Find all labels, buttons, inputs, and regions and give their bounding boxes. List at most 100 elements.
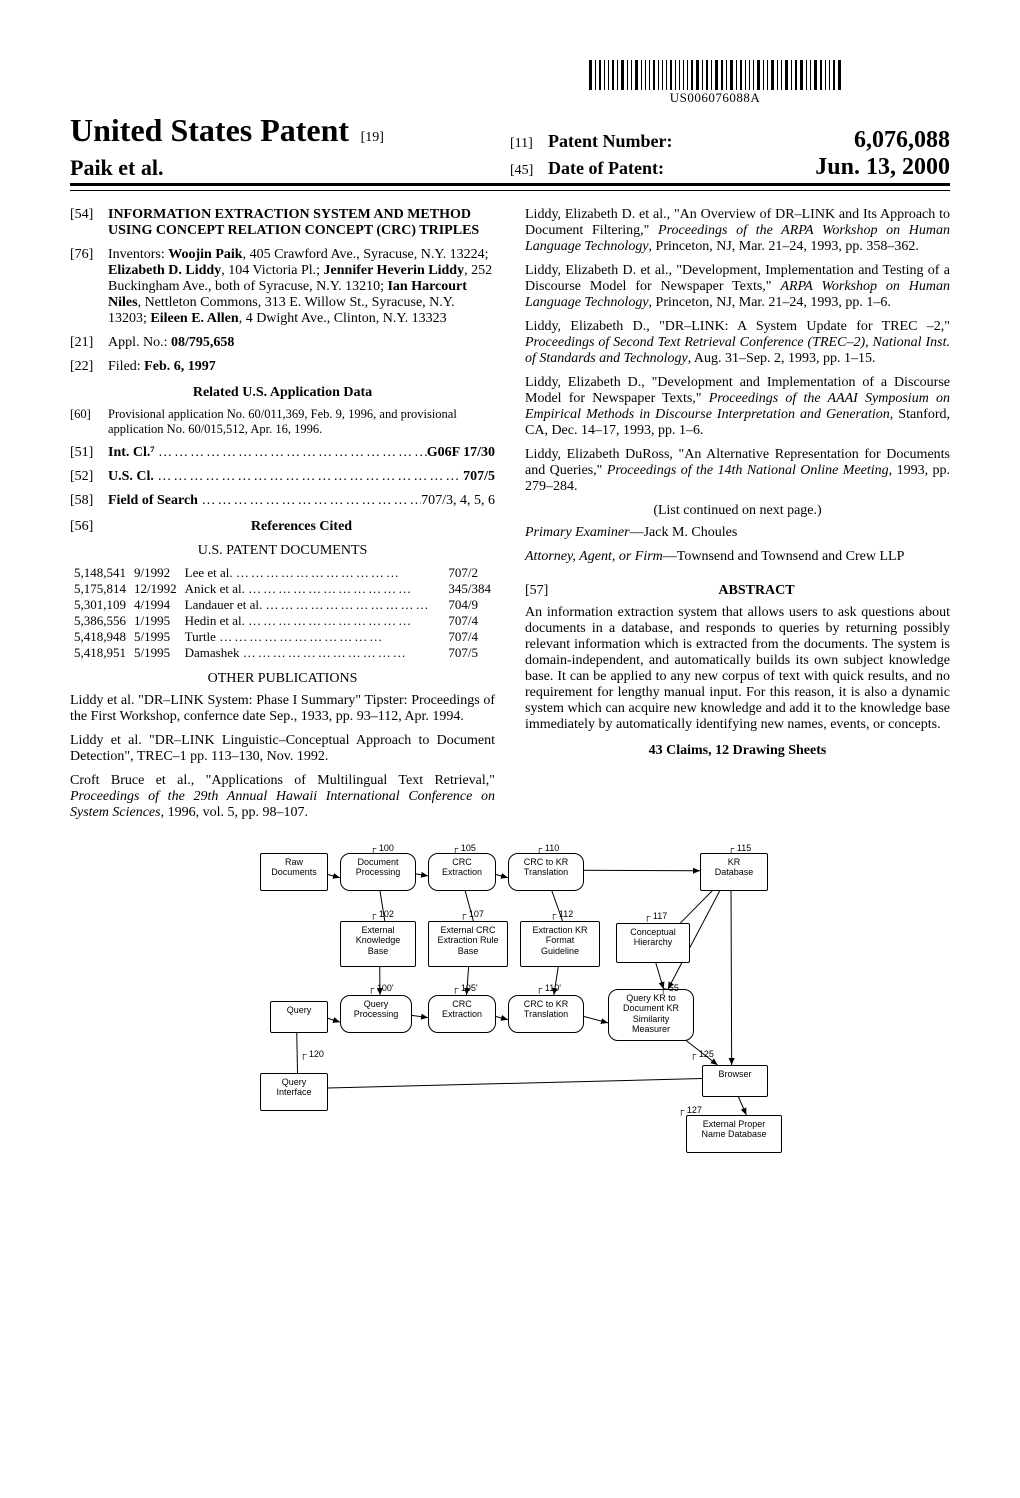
rule-thin (70, 190, 950, 191)
header-right-line: [45] Date of Patent: Jun. 13, 2000 (510, 154, 950, 181)
rule-thick (70, 183, 950, 186)
patent-class: 707/2 (444, 565, 495, 581)
claims-line: 43 Claims, 12 Drawing Sheets (525, 743, 950, 759)
ref-label: ┌ 110' (536, 983, 561, 993)
field-tag-21: [21] (70, 335, 108, 351)
examiner-label: Primary Examiner (525, 525, 630, 540)
barcode-graphic (480, 60, 950, 90)
ref-label: ┌ 110 (536, 843, 559, 853)
table-row: 5,301,109 4/1994 Landauer et al. 704/9 (70, 597, 495, 613)
ref-label: ┌ 100' (368, 983, 394, 993)
field-tag-56: [56] (70, 519, 108, 535)
barcode-block: US006076088A (480, 60, 950, 106)
left-column: [54] INFORMATION EXTRACTION SYSTEM AND M… (70, 207, 495, 829)
patent-refs-table: 5,148,541 9/1992 Lee et al. 707/25,175,8… (70, 565, 495, 661)
field-tag-60: [60] (70, 407, 108, 437)
flowchart-node: CRC to KRTranslation (508, 853, 584, 891)
other-pubs-title: OTHER PUBLICATIONS (70, 671, 495, 687)
ref-label: ┌ 112 (550, 909, 573, 919)
publication-entry: Liddy et al. "DR–LINK Linguistic–Concept… (70, 733, 495, 765)
ref-label: ┌ 117 (644, 911, 667, 921)
patent-date: 4/1994 (130, 597, 181, 613)
patent-class: 345/384 (444, 581, 495, 597)
appl-label: Appl. No.: (108, 335, 168, 350)
patent-date: 1/1995 (130, 613, 181, 629)
flowchart-node: KRDatabase (700, 853, 768, 891)
flowchart-node: CRCExtraction (428, 853, 496, 891)
flowchart-node: Browser (702, 1065, 768, 1097)
abstract-text: An information extraction system that al… (525, 605, 950, 733)
publication-entry: Liddy, Elizabeth D. et al., "Development… (525, 263, 950, 311)
field-tag-76: [76] (70, 247, 108, 327)
table-row: 5,148,541 9/1992 Lee et al. 707/2 (70, 565, 495, 581)
publication-entry: Liddy, Elizabeth D., "DR–LINK: A System … (525, 319, 950, 367)
us-patent-docs-title: U.S. PATENT DOCUMENTS (70, 543, 495, 559)
table-row: 5,175,814 12/1992 Anick et al. 345/384 (70, 581, 495, 597)
field-tag-52: [52] (70, 469, 108, 485)
attorney-line: Attorney, Agent, or Firm—Townsend and To… (525, 549, 950, 565)
intcl-label: Int. Cl.⁷ (108, 445, 155, 460)
table-row: 5,386,556 1/1995 Hedin et al. 707/4 (70, 613, 495, 629)
flowchart-node: Query (270, 1001, 328, 1033)
patent-inventor: Landauer et al. (181, 597, 445, 613)
attorney-label: Attorney, Agent, or Firm (525, 549, 663, 564)
patent-date: 12/1992 (130, 581, 181, 597)
publication-entry: Liddy, Elizabeth D., "Development and Im… (525, 375, 950, 439)
patent-class: 707/4 (444, 613, 495, 629)
patent-inventor: Hedin et al. (181, 613, 445, 629)
patent-number: 5,148,541 (70, 565, 130, 581)
patent-inventor: Damashek (181, 645, 445, 661)
ref-label: ┌ 115 (728, 843, 751, 853)
dotfill (201, 493, 421, 509)
patent-class: 707/5 (444, 645, 495, 661)
patent-date: 9/1992 (130, 565, 181, 581)
flowchart-node: QueryInterface (260, 1073, 328, 1111)
ref-label: ┌ 105 (452, 843, 476, 853)
flowchart-node: CRCExtraction (428, 995, 496, 1033)
patent-inventor: Lee et al. (181, 565, 445, 581)
examiner-line: Primary Examiner—Jack M. Choules (525, 525, 950, 541)
ref-label: ┌ 102 (370, 909, 394, 919)
fos-value: 707/3, 4, 5, 6 (421, 493, 495, 509)
abstract-tag: [57] (525, 583, 563, 599)
flowchart-edge (318, 1079, 702, 1089)
header-tag-19: [19] (361, 130, 384, 145)
header-tag: [11] (510, 136, 548, 152)
flowchart-figure: RawDocumentsDocumentProcessing┌ 100CRCEx… (230, 843, 790, 1163)
header-label: Patent Number: (548, 131, 708, 152)
header-tag: [45] (510, 163, 548, 179)
flowchart-node: CRC to KRTranslation (508, 995, 584, 1033)
patent-date: 5/1995 (130, 629, 181, 645)
header-right-line: [11] Patent Number: 6,076,088 (510, 127, 950, 154)
inventors-list: Woojin Paik, 405 Crawford Ave., Syracuse… (108, 247, 492, 326)
flowchart-node: ExternalKnowledgeBase (340, 921, 416, 967)
flowchart-node: RawDocuments (260, 853, 328, 891)
provisional-text: Provisional application No. 60/011,369, … (108, 407, 495, 437)
patent-class: 704/9 (444, 597, 495, 613)
publication-entry: Liddy et al. "DR–LINK System: Phase I Su… (70, 693, 495, 725)
abstract-title: ABSTRACT (563, 583, 950, 599)
publication-entry: Liddy, Elizabeth D. et al., "An Overview… (525, 207, 950, 255)
header-title: United States Patent (70, 112, 349, 148)
list-continued: (List continued on next page.) (525, 503, 950, 519)
field-tag-22: [22] (70, 359, 108, 375)
ref-label: ┌ 100 (370, 843, 394, 853)
patent-date: 5/1995 (130, 645, 181, 661)
patent-class: 707/4 (444, 629, 495, 645)
dotfill (157, 469, 463, 485)
uscl-label: U.S. Cl. (108, 469, 154, 484)
patent-number: 5,418,948 (70, 629, 130, 645)
inventors-label: Inventors: (108, 247, 165, 262)
fos-label: Field of Search (108, 493, 198, 508)
flowchart-edge (731, 883, 732, 1065)
invention-title: INFORMATION EXTRACTION SYSTEM AND METHOD… (108, 207, 495, 239)
table-row: 5,418,948 5/1995 Turtle 707/4 (70, 629, 495, 645)
flowchart-node: Query KR toDocument KRSimilarityMeasurer (608, 989, 694, 1041)
ref-label: ┌ 127 (678, 1105, 702, 1115)
publication-entry: Croft Bruce et al., "Applications of Mul… (70, 773, 495, 821)
examiner-name: Jack M. Choules (644, 525, 738, 540)
flowchart-node: External ProperName Database (686, 1115, 782, 1153)
ref-label: ┌ 55 (660, 983, 679, 993)
attorney-name: Townsend and Townsend and Crew LLP (677, 549, 905, 564)
flowchart-node: QueryProcessing (340, 995, 412, 1033)
